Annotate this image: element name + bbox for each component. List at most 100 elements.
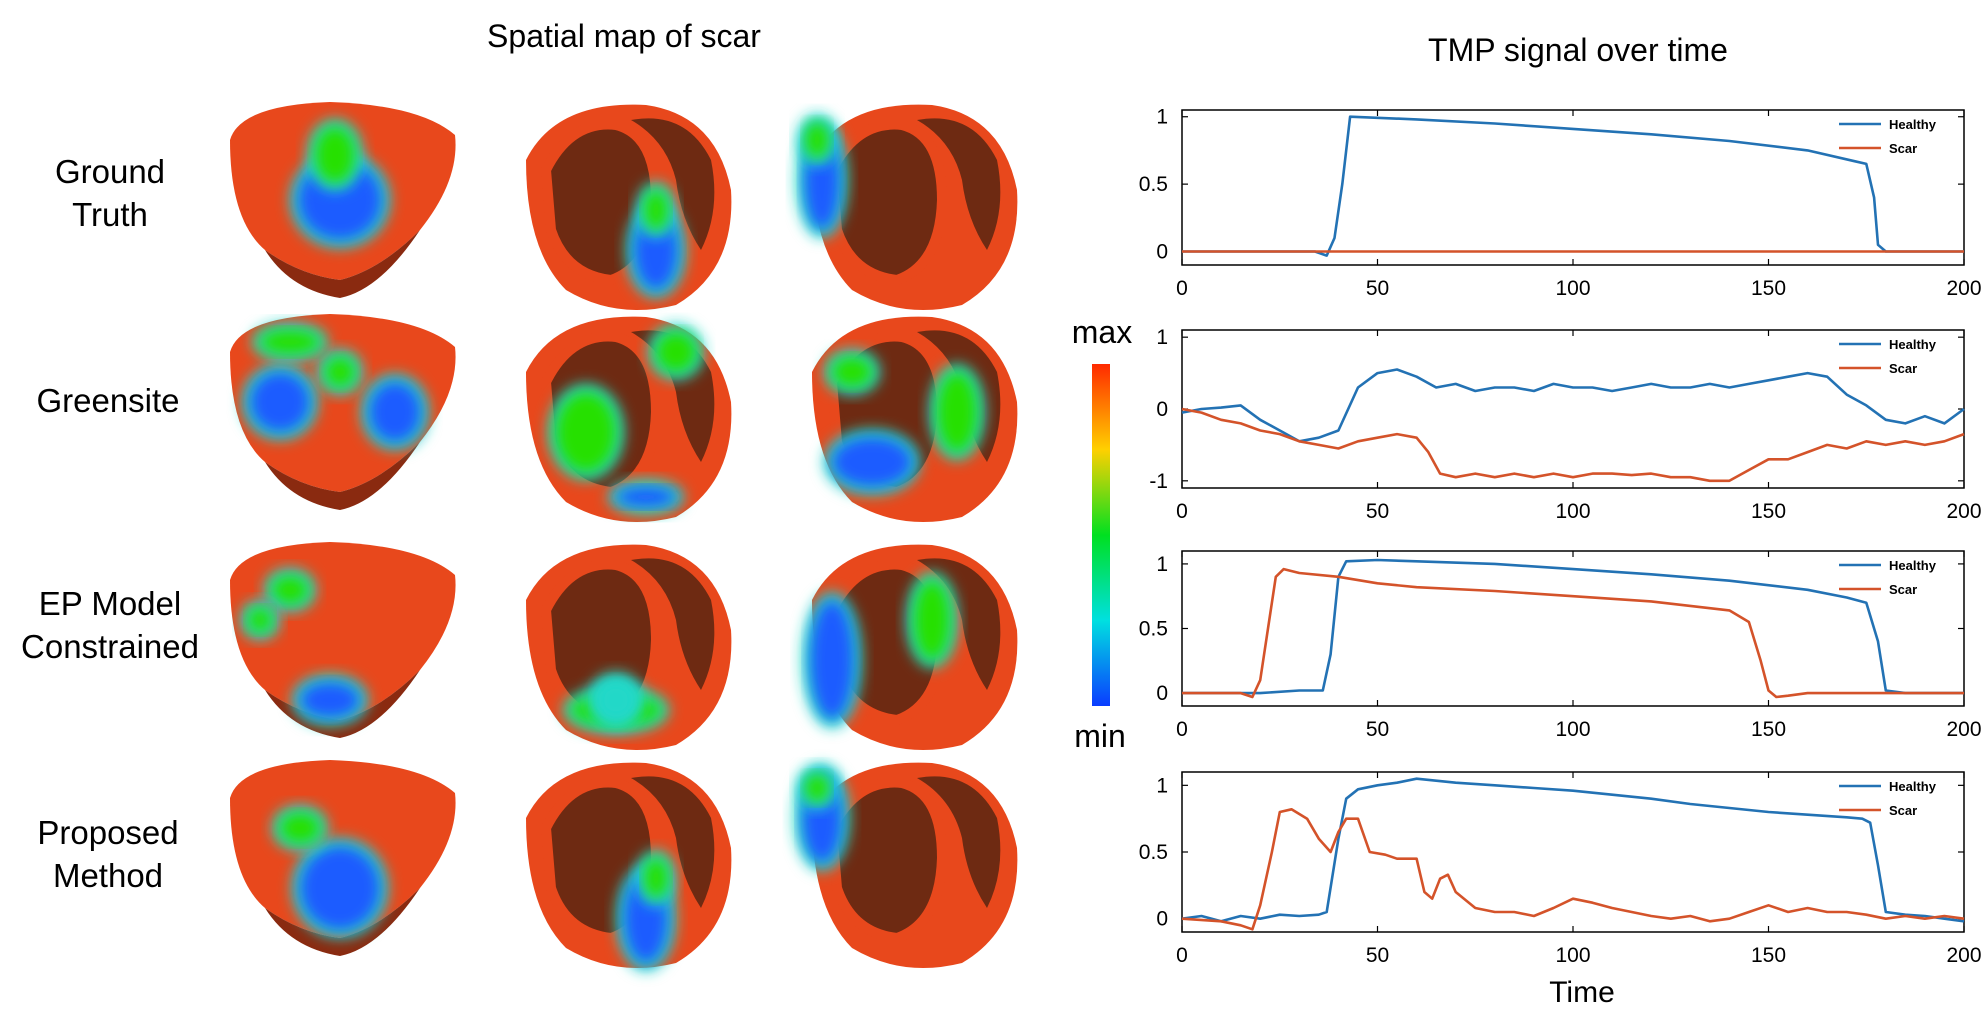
plot-panel-2: 0 50 100 150 200 -1 0 1 Healthy Scar xyxy=(1149,326,1981,523)
scar-region xyxy=(272,576,308,604)
x-tick-label: 200 xyxy=(1946,718,1981,741)
series-line-scar xyxy=(1181,808,1965,931)
y-tick-label: 1 xyxy=(1156,326,1168,349)
right-ventricle-cavity xyxy=(631,118,715,250)
scar-region xyxy=(596,680,636,720)
heart-row2-view2 xyxy=(526,316,732,522)
myocardium-wall xyxy=(826,777,948,944)
series-line-scar xyxy=(1182,567,1964,699)
x-tick-label: 0 xyxy=(1176,944,1188,967)
scar-region xyxy=(280,813,320,843)
row-label-proposed-method: Proposed Method xyxy=(37,814,179,894)
scar-region xyxy=(616,487,676,507)
y-tick-label: 1 xyxy=(1156,106,1168,129)
legend-label-scar: Scar xyxy=(1889,803,1917,818)
heart-shadow xyxy=(265,888,420,956)
scar-region xyxy=(325,357,355,387)
scar-region xyxy=(369,382,421,442)
scar-region xyxy=(805,774,829,802)
scar-region xyxy=(556,392,616,472)
scar-region xyxy=(810,600,854,720)
x-tick-label: 0 xyxy=(1176,277,1188,300)
y-tick-label: 1 xyxy=(1156,774,1168,797)
scar-region xyxy=(300,846,380,930)
series-line-healthy xyxy=(1181,777,1965,923)
heart-row1-view3 xyxy=(796,104,1018,310)
right-ventricle-cavity xyxy=(917,776,1001,908)
right-ventricle-cavity xyxy=(917,558,1001,690)
scar-region xyxy=(832,437,912,487)
x-tick-label: 50 xyxy=(1366,277,1389,300)
heart-row1-view2 xyxy=(526,104,732,310)
x-tick-label: 150 xyxy=(1751,277,1786,300)
legend-label-scar: Scar xyxy=(1889,141,1917,156)
x-tick-label: 200 xyxy=(1946,500,1981,523)
x-tick-label: 100 xyxy=(1555,277,1590,300)
x-tick-label: 150 xyxy=(1751,500,1786,523)
heart-row1-view1 xyxy=(230,102,456,298)
x-tick-label: 100 xyxy=(1555,944,1590,967)
plot-panel-3: 0 50 100 150 200 0 0.5 1 Healthy Scar xyxy=(1139,550,1982,741)
legend-label-healthy: Healthy xyxy=(1889,558,1937,573)
y-tick-label: 0.5 xyxy=(1139,841,1168,864)
y-tick-label: -1 xyxy=(1149,470,1168,493)
colorbar-min-label: min xyxy=(1074,718,1126,754)
heart-row3-view3 xyxy=(802,544,1018,750)
axes-box xyxy=(1181,109,1965,266)
legend-label-healthy: Healthy xyxy=(1889,779,1937,794)
heart-shadow xyxy=(265,442,420,510)
x-tick-label: 50 xyxy=(1366,500,1389,523)
x-tick-label: 0 xyxy=(1176,500,1188,523)
x-tick-label: 50 xyxy=(1366,718,1389,741)
right-panel-title: TMP signal over time xyxy=(1428,32,1728,68)
legend-label-healthy: Healthy xyxy=(1889,117,1937,132)
scar-region xyxy=(248,608,272,632)
scar-region xyxy=(937,372,977,452)
heart-row3-view2 xyxy=(526,544,732,750)
colorbar xyxy=(1092,364,1110,706)
y-tick-label: 0.5 xyxy=(1139,173,1168,196)
series-line-healthy xyxy=(1181,368,1965,443)
left-panel-title: Spatial map of scar xyxy=(487,18,761,54)
scar-region xyxy=(914,580,950,660)
y-tick-label: 0 xyxy=(1156,908,1168,931)
x-tick-label: 100 xyxy=(1555,500,1590,523)
y-tick-label: 0.5 xyxy=(1139,618,1168,641)
x-tick-label: 150 xyxy=(1751,944,1786,967)
x-axis-label-time: Time xyxy=(1549,976,1615,1009)
legend-label-scar: Scar xyxy=(1889,361,1917,376)
heart-row4-view1 xyxy=(230,760,456,956)
axes-box xyxy=(1181,329,1965,489)
scar-region xyxy=(832,357,872,387)
y-tick-label: 0 xyxy=(1156,241,1168,264)
legend-label-healthy: Healthy xyxy=(1889,337,1937,352)
scar-region xyxy=(315,127,355,183)
heart-scar-maps xyxy=(230,102,1018,971)
scar-region xyxy=(644,858,668,898)
colorbar-max-label: max xyxy=(1071,314,1133,350)
series-line-healthy xyxy=(1182,558,1964,695)
heart-row2-view1 xyxy=(230,314,456,510)
axes-box xyxy=(1181,550,1965,707)
scar-region xyxy=(644,190,668,230)
myocardium-wall xyxy=(540,331,662,498)
row-label-ep-model-constrained: EP Model Constrained xyxy=(21,585,199,665)
right-ventricle-cavity xyxy=(631,776,715,908)
scar-region xyxy=(250,372,310,432)
myocardium-wall xyxy=(826,119,948,286)
x-tick-label: 100 xyxy=(1555,718,1590,741)
y-tick-label: 0 xyxy=(1156,682,1168,705)
legend-label-scar: Scar xyxy=(1889,582,1917,597)
x-tick-label: 200 xyxy=(1946,944,1981,967)
row-label-ground-truth: Ground Truth xyxy=(54,153,166,233)
heart-row4-view2 xyxy=(526,762,732,971)
heart-shadow xyxy=(265,230,420,298)
heart-row2-view3 xyxy=(812,316,1018,522)
right-ventricle-cavity xyxy=(631,558,715,690)
y-tick-label: 1 xyxy=(1156,553,1168,576)
x-tick-label: 50 xyxy=(1366,944,1389,967)
series-line-scar xyxy=(1181,407,1965,483)
scar-region xyxy=(260,330,320,354)
row-label-greensite: Greensite xyxy=(36,382,180,419)
